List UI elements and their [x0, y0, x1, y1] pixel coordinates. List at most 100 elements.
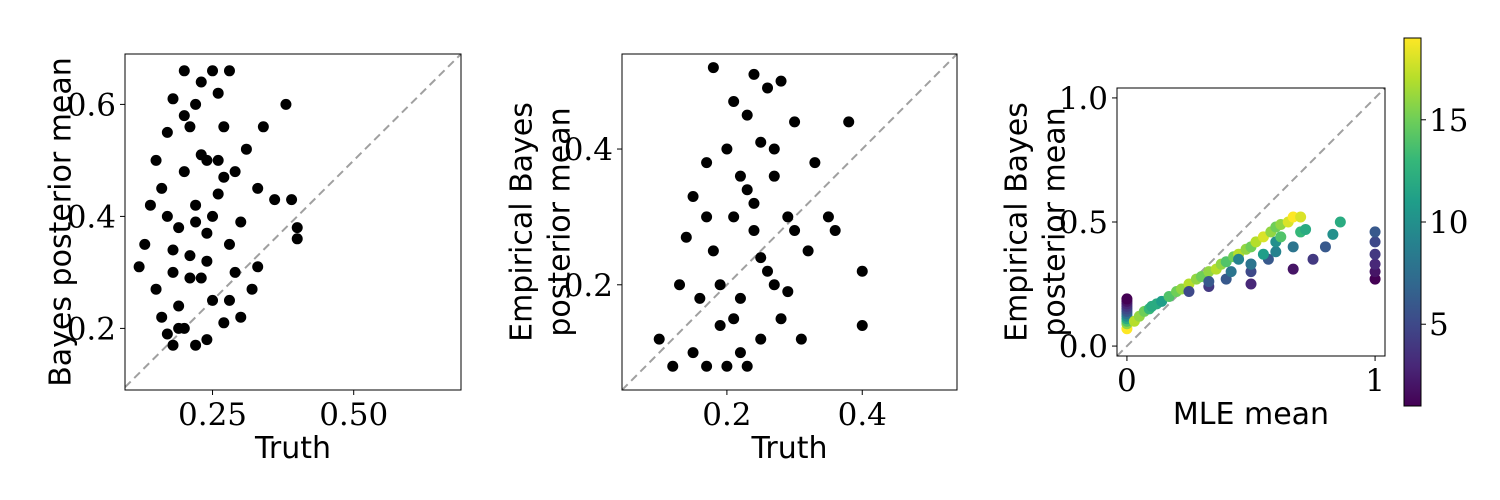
- data-point: [843, 116, 855, 128]
- data-point: [201, 255, 213, 267]
- colorbar-tick-label: 5: [1429, 307, 1449, 343]
- colorbar: 5 10 15: [1403, 37, 1468, 407]
- points: [133, 65, 303, 351]
- data-point: [748, 224, 760, 236]
- data-point: [802, 245, 814, 257]
- data-point: [1334, 216, 1346, 228]
- data-point: [768, 170, 780, 182]
- data-point: [252, 261, 264, 273]
- y-axis-label: posterior mean: [543, 107, 578, 336]
- data-point: [178, 110, 190, 122]
- data-point: [173, 222, 185, 234]
- data-point: [701, 360, 713, 372]
- data-point: [1300, 223, 1312, 235]
- data-point: [229, 266, 241, 278]
- data-point: [734, 292, 746, 304]
- data-point: [195, 76, 207, 88]
- data-point: [822, 211, 834, 223]
- data-point: [1319, 241, 1331, 253]
- data-point: [133, 261, 145, 273]
- data-point: [218, 121, 230, 133]
- data-point: [789, 116, 801, 128]
- data-point: [1369, 236, 1381, 248]
- data-point: [184, 250, 196, 262]
- data-point: [223, 65, 235, 77]
- data-point: [728, 96, 740, 108]
- data-point: [156, 311, 168, 323]
- data-point: [775, 313, 787, 325]
- data-point: [252, 182, 264, 194]
- data-point: [1233, 253, 1245, 265]
- data-point: [741, 184, 753, 196]
- data-point: [728, 211, 740, 223]
- data-point: [714, 279, 726, 291]
- data-point: [212, 154, 224, 166]
- data-point: [734, 347, 746, 359]
- y-tick-label: 0.0: [1059, 329, 1108, 365]
- data-point: [701, 157, 713, 169]
- data-point: [694, 292, 706, 304]
- panel-3: 0 1 0.0 0.5 1.0 MLE mean Empirical Bayes poster…: [1000, 81, 1386, 432]
- data-point: [144, 199, 156, 211]
- data-point: [789, 224, 801, 236]
- data-point: [167, 93, 179, 105]
- data-point: [184, 272, 196, 284]
- data-point: [1183, 285, 1195, 297]
- data-point: [223, 294, 235, 306]
- data-point: [1203, 276, 1215, 288]
- data-point: [762, 265, 774, 277]
- data-point: [782, 211, 794, 223]
- data-point: [291, 222, 303, 234]
- data-point: [240, 143, 252, 155]
- data-point: [856, 265, 868, 277]
- data-point: [1245, 278, 1257, 290]
- data-point: [280, 98, 292, 110]
- data-point: [246, 283, 258, 295]
- y-tick-label: 0.4: [564, 132, 613, 168]
- data-point: [1369, 226, 1381, 238]
- data-point: [755, 252, 767, 264]
- data-point: [741, 109, 753, 121]
- data-point: [150, 154, 162, 166]
- reference-line: [1117, 88, 1385, 356]
- data-point: [167, 244, 179, 256]
- data-point: [178, 65, 190, 77]
- data-point: [195, 149, 207, 161]
- data-point: [1369, 258, 1381, 270]
- data-point: [768, 143, 780, 155]
- data-point: [707, 62, 719, 74]
- x-tick-label: 0.25: [178, 397, 247, 433]
- data-point: [207, 65, 219, 77]
- data-point: [856, 320, 868, 332]
- data-point: [728, 313, 740, 325]
- plot-frame: [621, 53, 958, 391]
- data-point: [235, 216, 247, 228]
- data-point: [218, 317, 230, 329]
- x-axis-label: Truth: [750, 431, 827, 466]
- data-point: [721, 360, 733, 372]
- data-point: [235, 311, 247, 323]
- data-point: [768, 279, 780, 291]
- data-point: [762, 82, 774, 94]
- data-point: [229, 166, 241, 178]
- y-tick-label: 1.0: [1059, 81, 1108, 117]
- data-point: [1287, 263, 1299, 275]
- data-point: [667, 360, 679, 372]
- x-tick-label: 0.2: [702, 397, 751, 433]
- x-tick-label: 0.50: [319, 397, 388, 433]
- y-axis-label: Bayes posterior mean: [44, 57, 79, 387]
- data-point: [161, 328, 173, 340]
- colorbar-tick-label: 15: [1429, 103, 1468, 139]
- y-tick-label: 0.2: [67, 311, 116, 347]
- panel-1: 0.25 0.50 0.2 0.4 0.6 Truth Bayes posterior me…: [44, 53, 462, 466]
- data-point: [212, 87, 224, 99]
- data-point: [1369, 248, 1381, 260]
- x-tick-label: 0.4: [838, 397, 887, 433]
- data-point: [184, 121, 196, 133]
- data-point: [653, 333, 665, 345]
- y-tick-label: 0.4: [67, 199, 116, 235]
- data-point: [156, 182, 168, 194]
- data-point: [223, 238, 235, 250]
- data-point: [201, 227, 213, 239]
